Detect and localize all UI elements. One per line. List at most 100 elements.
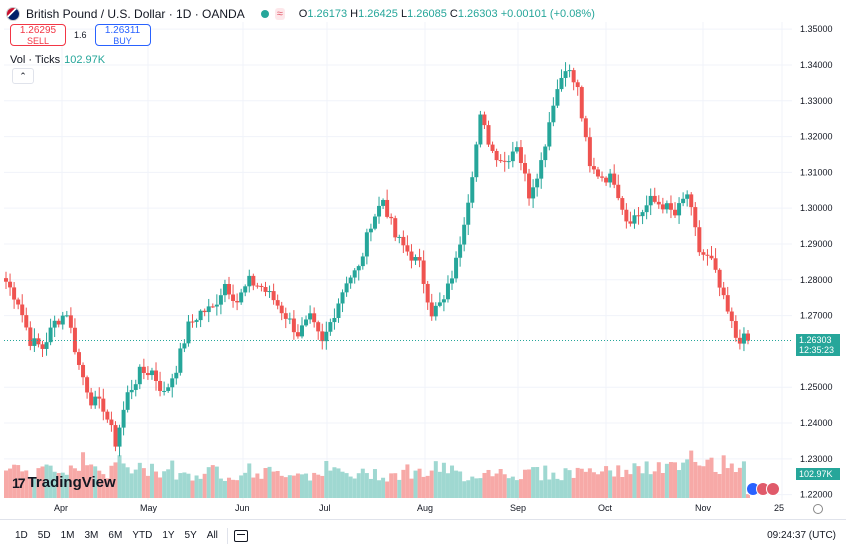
candle-body [287,318,292,320]
candle-body [137,366,142,385]
volume-bar [405,464,410,498]
price-tick-label: 1.31000 [800,167,833,177]
volume-bar [721,455,726,498]
time-axis[interactable]: Apr May Jun Jul Aug Sep Oct Nov 25 [54,503,784,513]
settings-icon[interactable] [813,504,823,514]
ohlc-values: O1.26173 H1.26425 L1.26085 C1.26303 +0.0… [298,8,595,20]
timeframe-all[interactable]: All [206,530,218,541]
timeframe-1m[interactable]: 1M [60,530,75,541]
volume-bar [567,470,572,498]
volume-bar [105,478,110,498]
timeframe-5y[interactable]: 5Y [184,530,197,541]
candle-body [474,144,479,178]
candle-body [85,377,90,393]
volume-bar [677,470,682,498]
volume-bar [640,473,645,498]
candle-body [97,396,102,399]
volume-bar [514,480,519,498]
volume-bar [190,480,195,498]
timeframe-1y[interactable]: 1Y [162,530,175,541]
candle-body [482,114,487,126]
candle-body [644,205,649,213]
candle-body [40,344,45,349]
candle-body [141,366,146,373]
volume-bar [194,475,199,498]
price-tick-label: 1.28000 [800,275,833,285]
candle-body [235,300,240,303]
candle-body [113,425,118,447]
volume-bar [97,470,102,498]
volume-bar [129,473,134,498]
candle-body [531,187,536,199]
volume-bar [202,473,207,498]
volume-bar [308,480,313,498]
volume-legend[interactable]: Vol · Ticks 102.97K [10,54,106,66]
timeframe-1d[interactable]: 1D [15,530,28,541]
volume-bar [364,473,369,498]
volume-bar [299,474,304,498]
events-icon[interactable] [746,482,780,496]
candle-body [539,160,544,179]
volume-bar [591,472,596,498]
timeframe-3m[interactable]: 3M [84,530,99,541]
candle-body [741,333,746,344]
volume-bar [332,467,337,498]
volume-bar [644,461,649,498]
candle-body [518,147,523,164]
volume-bar [454,470,459,498]
price-tick-label: 1.25000 [800,382,833,392]
volume-bar [40,466,45,498]
candle-body [295,332,300,337]
candle-body [417,257,422,261]
collapse-legend-button[interactable]: ⌃ [12,68,34,84]
volume-bar [352,478,357,498]
candle-body [162,390,167,392]
volume-bar [137,462,142,498]
price-tick-label: 1.27000 [800,311,833,321]
volume-bar [543,465,548,498]
calendar-icon[interactable] [233,529,248,542]
candle-body [429,302,434,317]
volume-bar [125,467,130,498]
candle-body [543,146,548,161]
candles [4,62,750,457]
volume-bar [162,471,167,498]
volume-bar [616,465,621,498]
volume-bar [12,464,17,498]
sell-button[interactable]: 1.26295 SELL [10,24,66,46]
candle-body [494,150,499,161]
clock[interactable]: 09:24:37 (UTC) [767,530,836,541]
price-axis[interactable]: 1.35000 1.34000 1.33000 1.32000 1.31000 1.300… [800,24,833,499]
symbol-title[interactable]: British Pound / U.S. Dollar · 1D · OANDA [26,7,245,21]
candle-body [660,204,665,210]
grid-lines [4,22,792,500]
candle-body [222,284,227,296]
volume-bar [648,474,653,498]
volume-bar [693,461,698,498]
trade-buttons: 1.26295 SELL 1.6 1.26311 BUY [10,24,151,46]
volume-bar [656,462,661,498]
price-chart[interactable]: 1.35000 1.34000 1.33000 1.32000 1.31000 1.300… [0,0,846,519]
volume-bar [421,476,426,498]
volume-bar [291,475,296,498]
candle-body [746,333,750,341]
timeframe-ytd[interactable]: YTD [132,530,153,541]
candle-body [28,327,33,346]
volume-bar [450,465,455,498]
volume-bar [255,473,260,498]
candle-body [271,291,276,301]
candle-body [227,284,232,295]
volume-bar [198,478,203,498]
candle-body [178,348,183,373]
timeframe-5d[interactable]: 5D [37,530,51,541]
candle-body [348,277,353,284]
candle-body [721,287,726,296]
buy-button[interactable]: 1.26311 BUY [94,24,151,46]
timeframe-6m[interactable]: 6M [108,530,123,541]
volume-bar [101,474,106,498]
candle-body [717,269,722,288]
candle-body [12,287,17,300]
candle-body [377,205,382,217]
candle-body [620,198,625,210]
candle-body [202,310,207,313]
